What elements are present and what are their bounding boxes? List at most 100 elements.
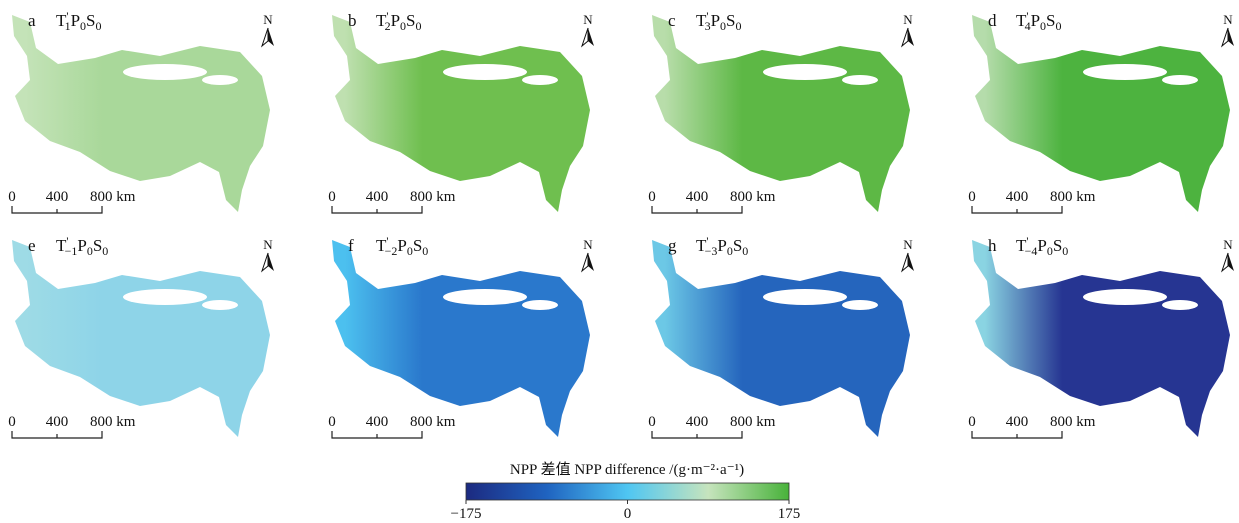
map-panel: d T' 4P0S0 N0 400 800 km: [968, 9, 1234, 214]
barren-area: [842, 75, 878, 85]
north-arrow: [580, 27, 589, 48]
label-part: −3: [705, 244, 718, 258]
barren-area: [522, 75, 558, 85]
scale-bar: [971, 206, 1063, 214]
panel-letter: f: [348, 236, 354, 255]
label-part: T: [376, 236, 387, 255]
north-arrow: [588, 28, 594, 46]
label-part: S: [406, 11, 415, 30]
scale-label: 800 km: [730, 189, 776, 205]
scale-label: 800 km: [1050, 414, 1096, 430]
label-part: P: [717, 236, 726, 255]
north-label: N: [583, 237, 593, 252]
north-label: N: [263, 12, 273, 27]
map-panel: e T' −1P0S0 N0 400 800 km: [8, 234, 274, 439]
plateau-map: [332, 240, 590, 437]
map-panel: c T' 3P0S0 N0 400 800 km: [648, 9, 914, 214]
label-part: 0: [416, 19, 422, 33]
panel-letter: b: [348, 11, 357, 30]
label-part: T: [56, 236, 67, 255]
label-part: 0: [720, 19, 726, 33]
label-part: 2: [385, 19, 391, 33]
label-part: S: [1046, 11, 1055, 30]
north-label: N: [583, 12, 593, 27]
label-part: P: [1037, 236, 1046, 255]
scale-label: 0: [328, 414, 336, 430]
label-part: T: [1016, 11, 1027, 30]
panel-letter: c: [668, 11, 676, 30]
plateau-map: [652, 15, 910, 212]
label-part: −1: [65, 244, 78, 258]
barren-area: [1162, 75, 1198, 85]
scale-label: 0: [328, 189, 336, 205]
label-part: 0: [742, 244, 748, 258]
label-part: 0: [407, 244, 413, 258]
label-part: −4: [1025, 244, 1038, 258]
scale-label: 0: [8, 414, 16, 430]
label-part: S: [726, 11, 735, 30]
north-arrow: [260, 252, 269, 273]
barren-area: [123, 64, 207, 80]
panel-label: T' 1P0S0: [56, 9, 102, 33]
north-label: N: [1223, 237, 1233, 252]
plateau-map: [12, 240, 270, 437]
panel-label: T' 3P0S0: [696, 9, 742, 33]
label-part: P: [71, 11, 80, 30]
map-panel: a T' 1P0S0 N 0 400 800 km: [8, 9, 274, 214]
scale-label: 400: [46, 189, 69, 205]
label-part: ': [706, 9, 708, 23]
north-arrow: [268, 28, 274, 46]
label-part: P: [391, 11, 400, 30]
scale-label: 0: [8, 189, 16, 205]
scale-label: 0: [968, 189, 976, 205]
scale-bar: [331, 431, 423, 439]
panel-letter: a: [28, 11, 36, 30]
plateau-map: [652, 240, 910, 437]
colorbar-title: NPP 差值 NPP difference /(g·m⁻²·a⁻¹): [510, 461, 744, 478]
scale-label: 0: [648, 414, 656, 430]
barren-area: [522, 300, 558, 310]
label-part: 1: [65, 19, 71, 33]
panel-label: T' −1P0S0: [56, 234, 108, 258]
label-part: T: [696, 11, 707, 30]
panel-letter: g: [668, 236, 677, 255]
scale-label: 400: [1006, 414, 1029, 430]
north-arrow: [908, 253, 914, 271]
scale-label: 400: [686, 189, 709, 205]
scale-label: 800 km: [90, 189, 136, 205]
scale-label: 0: [648, 189, 656, 205]
label-part: 0: [1040, 19, 1046, 33]
label-part: S: [733, 236, 742, 255]
label-part: T: [56, 11, 67, 30]
label-part: S: [86, 11, 95, 30]
label-part: 0: [80, 19, 86, 33]
scale-label: 400: [686, 414, 709, 430]
panel-label: T' −4P0S0: [1016, 234, 1068, 258]
label-part: ': [66, 234, 68, 248]
label-part: S: [413, 236, 422, 255]
plateau-map: [332, 15, 590, 212]
north-arrow: [1228, 253, 1234, 271]
label-part: P: [397, 236, 406, 255]
colorbar-tick-label: 0: [624, 506, 632, 522]
north-arrow: [1220, 27, 1229, 48]
scale-bar: [331, 206, 423, 214]
barren-area: [443, 64, 527, 80]
panel-label: T' −3P0S0: [696, 234, 748, 258]
panel-label: T' 4P0S0: [1016, 9, 1062, 33]
north-arrow: [908, 28, 914, 46]
plateau-map: [12, 15, 270, 212]
north-arrow: [268, 253, 274, 271]
label-part: ': [1026, 234, 1028, 248]
label-part: ': [1026, 9, 1028, 23]
label-part: S: [93, 236, 102, 255]
map-panel: h T' −4P0S0 N0 400 800 km: [968, 234, 1234, 439]
barren-area: [202, 300, 238, 310]
label-part: 0: [727, 244, 733, 258]
label-part: 3: [705, 19, 711, 33]
label-part: 0: [1047, 244, 1053, 258]
label-part: −2: [385, 244, 398, 258]
north-arrow: [900, 252, 909, 273]
label-part: 0: [96, 19, 102, 33]
